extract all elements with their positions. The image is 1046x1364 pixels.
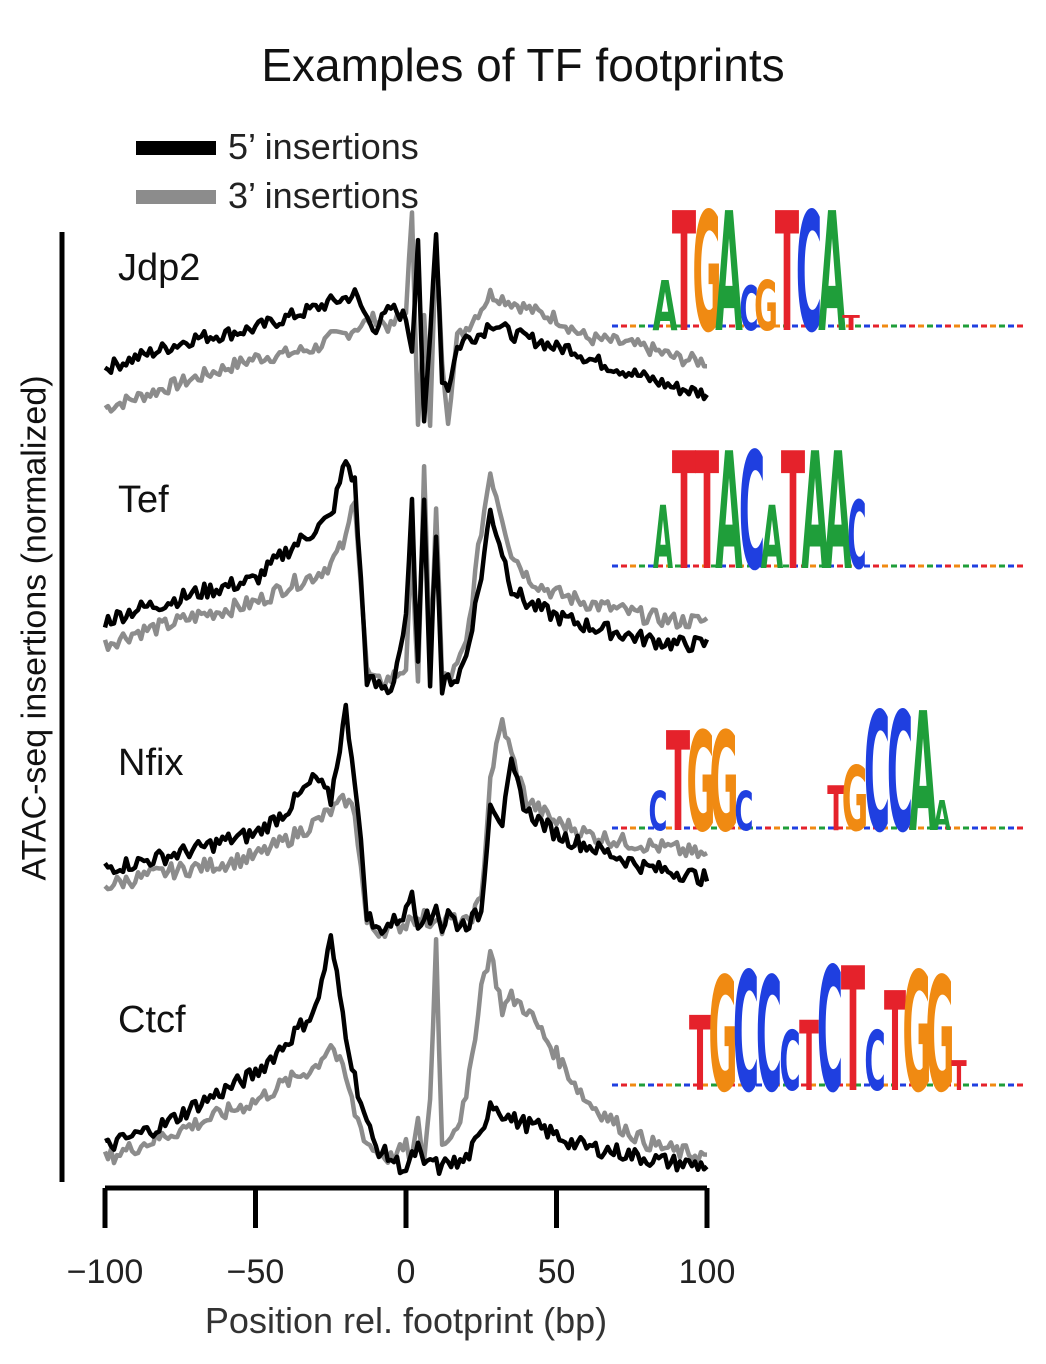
panel-label-tef: Tef <box>118 479 169 521</box>
legend-label-3prime: 3’ insertions <box>228 175 419 216</box>
logo-letter-tef: A <box>715 417 742 606</box>
logo-baseline-ctcf <box>612 1083 1023 1087</box>
logo-letter-ctcf: G <box>902 939 931 1130</box>
x-tick-label: −100 <box>67 1253 144 1291</box>
logo-letter-ctcf: C <box>779 1014 800 1110</box>
logo-letter-nfix: T <box>666 703 690 863</box>
logo-letter-tef: T <box>672 417 696 606</box>
logo-letter-jdp2: T <box>672 179 696 370</box>
logo-letter-nfix: T <box>827 774 845 846</box>
logo-letter-ctcf: T <box>689 994 711 1114</box>
x-tick-label: −50 <box>227 1253 285 1291</box>
logo-letter-tef: T <box>695 417 719 606</box>
panel-label-ctcf: Ctcf <box>118 999 186 1041</box>
logo-letter-nfix: C <box>735 780 754 844</box>
logo-letter-ctcf: C <box>733 939 759 1130</box>
series-line-ctcf-3prime <box>102 936 708 1166</box>
logo-letter-ctcf: C <box>756 944 782 1127</box>
chart-title: Examples of TF footprints <box>261 39 785 91</box>
logo-letter-jdp2: T <box>775 179 799 370</box>
logo-letter-jdp2: G <box>692 179 721 370</box>
logo-letter-jdp2: C <box>740 274 759 346</box>
logo-letter-ctcf: T <box>799 1001 819 1113</box>
series-line-tef-5prime <box>102 459 710 696</box>
logo-letter-tef: A <box>653 489 673 589</box>
legend-label-5prime: 5’ insertions <box>228 126 419 167</box>
logo-letter-jdp2: T <box>842 312 860 336</box>
logo-letter-ctcf: C <box>864 1014 885 1110</box>
logo-baseline-jdp2 <box>612 324 1023 328</box>
logo-letter-jdp2: C <box>796 179 822 370</box>
logo-letter-jdp2: A <box>818 179 845 370</box>
panel-label-nfix: Nfix <box>118 742 183 784</box>
legend-swatch-3prime <box>136 190 216 204</box>
logo-letter-ctcf: T <box>884 965 906 1123</box>
logo-letter-ctcf: C <box>817 932 843 1131</box>
logo-letter-jdp2: A <box>652 266 677 347</box>
series-line-ctcf-5prime <box>104 933 709 1177</box>
logo-letter-nfix: G <box>686 703 715 863</box>
logo-baseline-tef <box>612 564 1023 568</box>
x-tick-label: 100 <box>679 1253 736 1291</box>
logo-letter-jdp2: G <box>754 267 778 346</box>
logo-letter-nfix: C <box>864 679 890 870</box>
logo-letter-tef: C <box>848 483 867 591</box>
logo-letter-tef: T <box>781 417 805 606</box>
logo-letter-tef: A <box>801 417 828 606</box>
series-line-tef-3prime <box>102 463 709 688</box>
logo-letter-nfix: C <box>649 780 668 844</box>
logo-baseline-nfix <box>612 826 1023 830</box>
x-tick-label: 50 <box>538 1253 576 1291</box>
logo-letter-nfix: G <box>709 703 738 863</box>
panel-label-jdp2: Jdp2 <box>118 247 200 289</box>
series-line-jdp2-5prime <box>103 232 709 424</box>
logo-letter-ctcf: G <box>925 944 954 1127</box>
logo-letter-tef: A <box>824 417 851 606</box>
logo-letter-tef: C <box>739 417 765 606</box>
logo-letter-nfix: G <box>842 748 869 852</box>
x-tick-label: 0 <box>397 1253 416 1291</box>
series-line-nfix-3prime <box>103 716 709 940</box>
logo-letter-nfix: A <box>909 679 936 870</box>
logo-letter-ctcf: T <box>951 1052 967 1100</box>
series-line-nfix-5prime <box>103 702 710 936</box>
logo-letter-nfix: A <box>933 792 951 840</box>
x-axis-label: Position rel. footprint (bp) <box>204 1300 608 1341</box>
logo-letter-ctcf: T <box>841 932 865 1131</box>
logo-letter-tef: A <box>761 489 784 590</box>
logo-letter-jdp2: A <box>715 179 742 370</box>
logo-letter-nfix: C <box>887 679 913 870</box>
logo-letter-ctcf: G <box>708 944 737 1127</box>
legend-swatch-5prime <box>136 141 216 155</box>
